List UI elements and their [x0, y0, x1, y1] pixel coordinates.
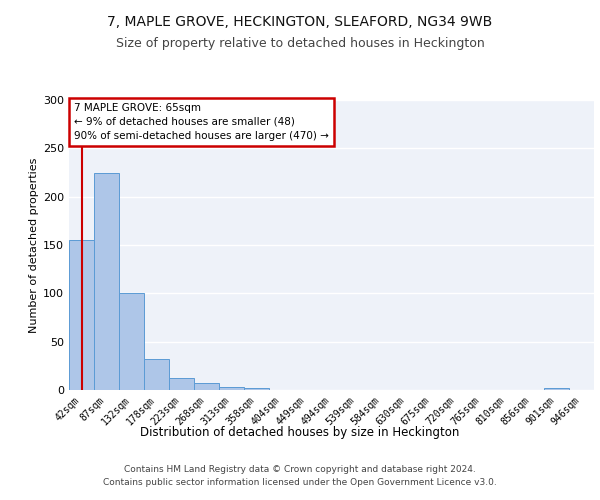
Text: 7 MAPLE GROVE: 65sqm
← 9% of detached houses are smaller (48)
90% of semi-detach: 7 MAPLE GROVE: 65sqm ← 9% of detached ho… — [74, 103, 329, 141]
Bar — [169, 378, 194, 390]
Text: Distribution of detached houses by size in Heckington: Distribution of detached houses by size … — [140, 426, 460, 439]
Text: Contains HM Land Registry data © Crown copyright and database right 2024.: Contains HM Land Registry data © Crown c… — [124, 466, 476, 474]
Text: Size of property relative to detached houses in Heckington: Size of property relative to detached ho… — [116, 38, 484, 51]
Bar — [194, 383, 219, 390]
Bar — [69, 240, 94, 390]
Y-axis label: Number of detached properties: Number of detached properties — [29, 158, 39, 332]
Bar — [144, 359, 169, 390]
Bar — [244, 388, 269, 390]
Bar — [119, 294, 144, 390]
Bar — [94, 172, 119, 390]
Bar — [219, 387, 244, 390]
Bar — [544, 388, 569, 390]
Text: 7, MAPLE GROVE, HECKINGTON, SLEAFORD, NG34 9WB: 7, MAPLE GROVE, HECKINGTON, SLEAFORD, NG… — [107, 15, 493, 29]
Text: Contains public sector information licensed under the Open Government Licence v3: Contains public sector information licen… — [103, 478, 497, 487]
